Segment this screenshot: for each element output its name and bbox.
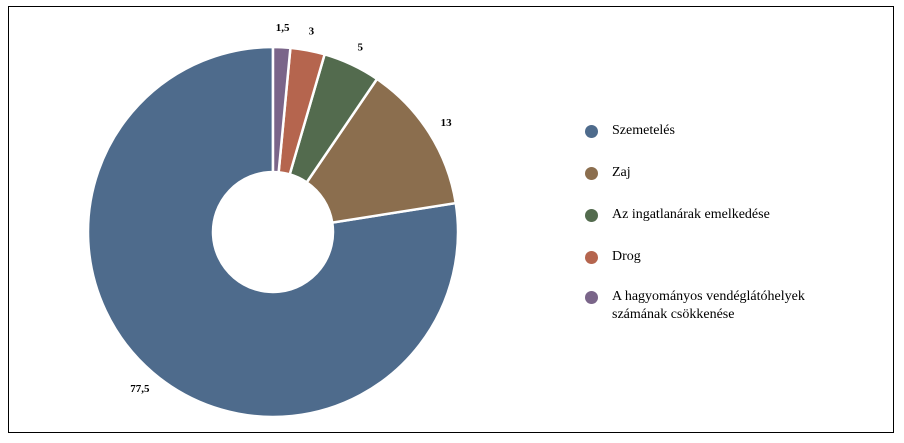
label-ingatlanarak: 5 — [358, 42, 364, 54]
legend-label: Szemetelés — [612, 123, 675, 138]
legend-label: Zaj — [612, 165, 631, 180]
legend-marker — [585, 125, 598, 138]
legend-marker — [585, 251, 598, 264]
slice-szemeteles — [86, 45, 460, 419]
legend-marker — [585, 291, 598, 304]
label-szemeteles: 77,5 — [130, 383, 150, 395]
legend-label: A hagyományos vendéglátóhelyek számának … — [612, 288, 805, 324]
legend-label: Az ingatlanárak emelkedése — [612, 207, 770, 222]
legend-label-line: A hagyományos vendéglátóhelyek — [612, 289, 805, 304]
legend-label-line: számának csökkenése — [612, 307, 735, 322]
slice-vendeglatohelyek — [271, 45, 292, 174]
label-vendeglatohelyek: 1,5 — [276, 22, 290, 34]
slice-zaj — [304, 77, 458, 225]
legend-marker — [585, 167, 598, 180]
label-zaj: 13 — [441, 117, 453, 129]
label-drog: 3 — [309, 26, 315, 38]
legend-label: Drog — [612, 249, 641, 264]
legend-marker — [585, 209, 598, 222]
